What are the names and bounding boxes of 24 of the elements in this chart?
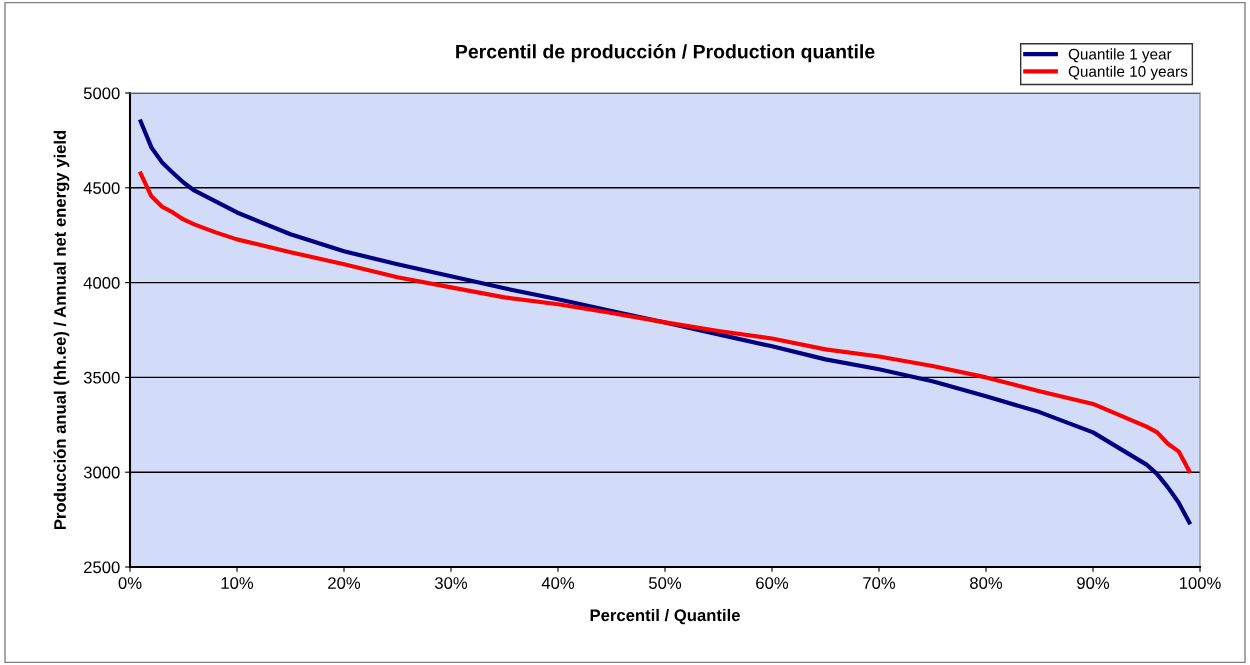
y-tick-label: 2500 [84, 561, 120, 574]
x-tick-label: 100% [1179, 577, 1221, 589]
x-tick-label: 0% [118, 577, 142, 589]
x-tick-label: 60% [756, 577, 789, 589]
y-tick-label: 3000 [83, 466, 120, 479]
x-axis-title: Percentil / Quantile [590, 608, 740, 625]
x-tick-label: 30% [434, 577, 468, 589]
y-axis-title: Producción anual (hh.ee) / Annual net energy yield [53, 130, 70, 530]
line-series [138, 171, 1192, 474]
chart-title: Percentil de producción / Production quantile [456, 44, 875, 63]
x-tick-label: 10% [221, 577, 254, 589]
y-tick-label: 4500 [83, 182, 120, 194]
y-tick-label: 3500 [83, 371, 120, 384]
x-tick-label: 50% [648, 577, 682, 589]
y-tick-label: 4000 [83, 277, 120, 289]
x-tick-label: 70% [863, 577, 896, 589]
legend-label: Quantile 10 years [1068, 65, 1188, 80]
x-tick-label: 90% [1077, 577, 1110, 589]
line-series [138, 119, 1192, 525]
x-tick-label: 80% [970, 577, 1003, 589]
x-tick-label: 40% [541, 577, 575, 589]
legend-label: Quantile 1 year [1068, 48, 1172, 63]
x-tick-label: 20% [328, 577, 361, 589]
y-tick-label: 5000 [83, 87, 120, 100]
